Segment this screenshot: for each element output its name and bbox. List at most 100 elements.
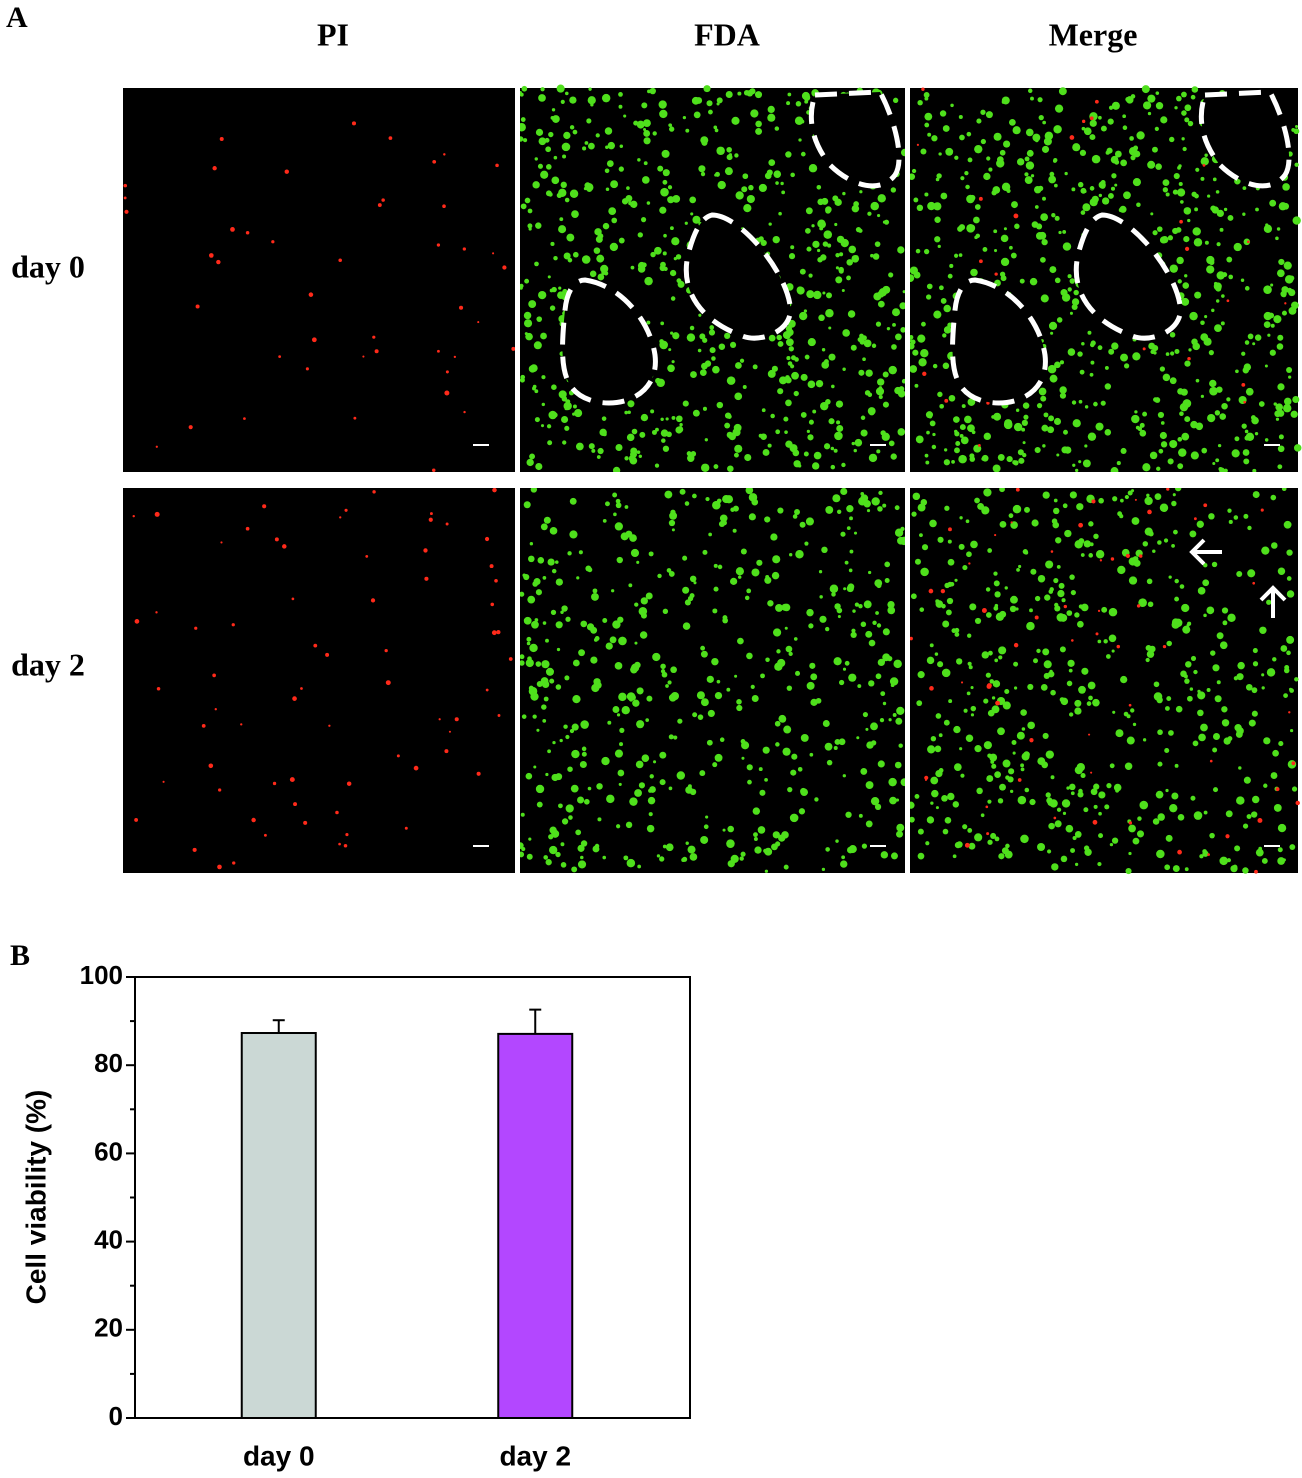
live-cell xyxy=(551,384,557,391)
live-cell xyxy=(882,503,887,508)
live-cell xyxy=(533,341,542,350)
live-cell xyxy=(985,672,991,678)
live-cell xyxy=(1045,750,1054,759)
live-cell xyxy=(1093,533,1099,540)
live-cell xyxy=(1076,503,1084,511)
live-cell xyxy=(615,498,621,504)
live-cell xyxy=(724,495,734,504)
live-cell xyxy=(1044,594,1051,601)
live-cell xyxy=(779,376,788,385)
live-cell xyxy=(577,844,585,852)
live-cell xyxy=(999,271,1006,277)
live-cell xyxy=(791,371,799,380)
live-cell xyxy=(1221,607,1229,614)
live-cell xyxy=(662,179,668,185)
live-cell xyxy=(1042,648,1050,656)
live-cell xyxy=(668,693,677,702)
live-cell xyxy=(549,678,555,684)
live-cell xyxy=(825,206,832,213)
live-cell xyxy=(825,847,830,852)
live-cell xyxy=(865,727,869,731)
live-cell xyxy=(1147,601,1154,608)
live-cell xyxy=(1038,231,1047,240)
live-cell xyxy=(1122,114,1127,119)
live-cell xyxy=(1056,453,1060,457)
live-cell xyxy=(910,593,917,600)
live-cell xyxy=(1174,106,1178,110)
dead-cell xyxy=(1177,849,1182,855)
live-cell xyxy=(551,568,557,574)
live-cell xyxy=(563,724,568,729)
live-cell xyxy=(1187,120,1194,127)
live-cell xyxy=(762,746,770,754)
live-cell xyxy=(919,607,925,612)
live-cell xyxy=(838,679,845,686)
live-cell xyxy=(534,618,539,622)
live-cell xyxy=(641,176,650,184)
dead-cell xyxy=(216,259,221,265)
live-cell xyxy=(647,796,656,805)
live-cell xyxy=(927,745,936,754)
live-cell xyxy=(786,101,791,106)
live-cell xyxy=(712,365,720,374)
live-cell xyxy=(636,120,645,129)
live-cell xyxy=(779,715,787,723)
live-cell xyxy=(937,391,943,398)
live-cell xyxy=(800,151,806,157)
live-cell xyxy=(1180,200,1184,204)
live-cell xyxy=(1131,517,1140,525)
live-cell xyxy=(684,599,691,606)
dead-cell xyxy=(443,153,446,156)
live-cell xyxy=(606,794,615,804)
live-cell xyxy=(987,799,992,804)
live-cell xyxy=(1139,800,1149,810)
live-cell xyxy=(870,201,879,211)
live-cell xyxy=(624,410,628,415)
live-cell xyxy=(800,788,809,797)
live-cell xyxy=(567,257,573,263)
live-cell xyxy=(643,130,651,137)
live-cell xyxy=(616,713,621,717)
live-cell xyxy=(572,694,581,704)
live-cell xyxy=(602,222,610,230)
live-cell xyxy=(968,665,973,670)
live-cell xyxy=(1104,429,1112,436)
live-cell xyxy=(560,99,565,104)
live-cell xyxy=(1101,606,1108,613)
dead-cell xyxy=(1015,487,1020,492)
live-cell xyxy=(935,713,942,719)
live-cell xyxy=(1215,458,1220,463)
live-cell xyxy=(877,506,883,512)
dead-cell xyxy=(940,588,946,594)
live-cell xyxy=(1216,242,1221,247)
live-cell xyxy=(682,586,690,594)
dead-cell xyxy=(429,512,433,516)
live-cell xyxy=(846,505,854,513)
live-cell xyxy=(588,443,595,450)
live-cell xyxy=(597,233,604,239)
live-cell xyxy=(758,183,767,193)
live-cell xyxy=(1048,415,1055,422)
live-cell xyxy=(801,91,810,100)
live-cell xyxy=(919,533,923,538)
live-cell xyxy=(1037,757,1046,766)
live-cell xyxy=(693,111,701,119)
live-cell xyxy=(682,116,687,120)
live-cell xyxy=(999,783,1006,791)
live-cell xyxy=(541,402,546,407)
live-cell xyxy=(1123,711,1129,717)
live-cell xyxy=(1166,640,1172,647)
live-cell xyxy=(976,118,982,124)
live-cell xyxy=(1017,449,1024,456)
live-cell xyxy=(1143,101,1152,110)
live-cell xyxy=(822,241,829,247)
live-cell xyxy=(1132,178,1141,187)
live-cell xyxy=(1078,460,1082,464)
live-cell xyxy=(1079,149,1087,157)
live-cell xyxy=(783,864,789,870)
live-cell xyxy=(1114,150,1122,158)
live-cell xyxy=(806,246,812,252)
live-cell xyxy=(643,128,647,132)
live-cell xyxy=(659,340,668,350)
live-cell xyxy=(563,252,571,260)
